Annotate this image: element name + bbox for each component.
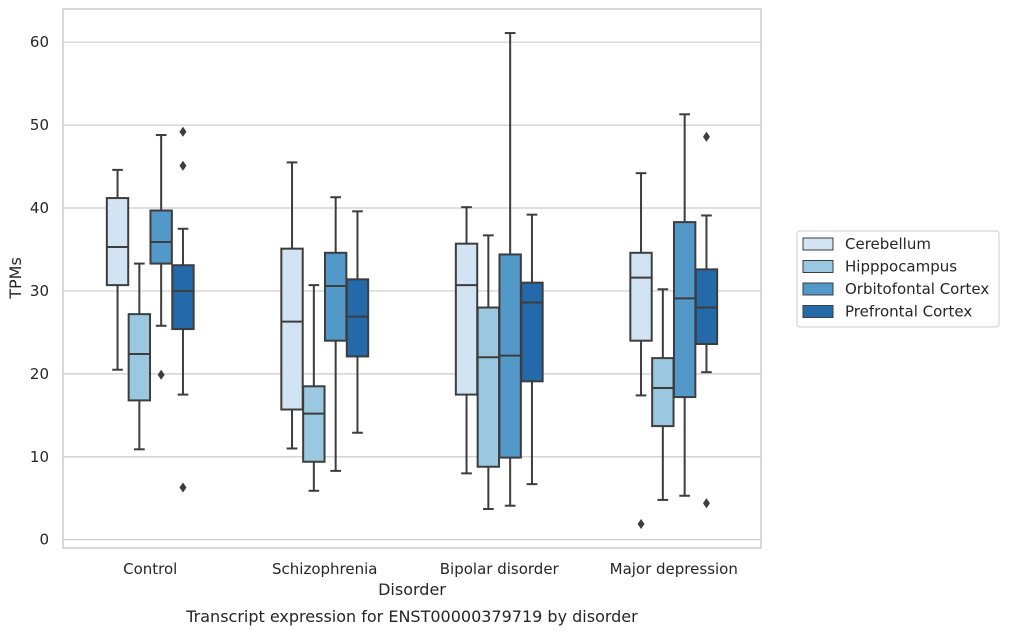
y-tick-label: 30	[30, 282, 49, 300]
box-iqr	[651, 357, 675, 428]
box-iqr	[127, 313, 152, 402]
x-tick-label: Schizophrenia	[272, 560, 377, 578]
legend-frame	[796, 230, 1000, 328]
box-prefrontal-cortex-major-depression	[694, 131, 719, 509]
box-orbitofontal-cortex-control	[149, 134, 173, 380]
boxes	[105, 32, 719, 529]
outlier-point	[702, 131, 710, 142]
box-iqr	[345, 278, 370, 358]
y-tick-label: 50	[30, 116, 49, 134]
legend-label: Hipppocampus	[845, 258, 957, 276]
y-tick-labels: 0 10 20 30 40 50 60	[30, 33, 49, 549]
legend: Cerebellum Hipppocampus Orbitofontal Corte…	[796, 230, 1000, 328]
y-tick-label: 20	[30, 365, 49, 383]
box-cerebellum-schizophrenia	[280, 161, 304, 450]
box-iqr	[520, 281, 544, 383]
x-tick-label: Major depression	[610, 560, 738, 578]
box-iqr	[629, 251, 653, 342]
box-hipppocampus-major-depression	[651, 288, 675, 501]
legend-swatch	[802, 305, 834, 318]
y-tick-label: 0	[39, 531, 49, 549]
box-iqr	[280, 247, 304, 411]
box-iqr	[105, 197, 130, 287]
y-axis-label: TPMs	[6, 257, 25, 300]
x-tick-label: Bipolar disorder	[440, 560, 560, 578]
legend-swatch	[802, 260, 834, 273]
box-orbitofontal-cortex-schizophrenia	[323, 196, 348, 472]
legend-label: Orbitofontal Cortex	[845, 280, 989, 298]
x-tick-labels: Control Schizophrenia Bipolar disorder Majo…	[123, 560, 738, 578]
box-hipppocampus-bipolar-disorder	[476, 234, 501, 511]
outlier-point	[179, 482, 187, 493]
box-iqr	[476, 306, 501, 468]
box-prefrontal-cortex-bipolar-disorder	[520, 213, 544, 486]
legend-swatch	[802, 282, 834, 296]
outlier-point	[179, 160, 187, 171]
box-orbitofontal-cortex-bipolar-disorder	[498, 32, 522, 507]
chart-caption: Transcript expression for ENST0000037971…	[185, 607, 638, 626]
legend-label: Cerebellum	[845, 235, 931, 253]
box-prefrontal-cortex-schizophrenia	[345, 210, 370, 434]
box-prefrontal-cortex-control	[171, 126, 195, 493]
y-tick-label: 60	[30, 33, 49, 51]
x-axis-label: Disorder	[378, 580, 446, 599]
x-tick-label: Control	[123, 560, 177, 578]
outlier-point	[179, 126, 187, 137]
box-cerebellum-major-depression	[629, 172, 653, 529]
legend-items: Cerebellum Hipppocampus Orbitofontal Corte…	[802, 235, 989, 321]
plot-area-frame	[62, 8, 762, 549]
outlier-point	[637, 518, 645, 529]
box-iqr	[672, 221, 697, 399]
y-tick-label: 40	[30, 199, 49, 217]
box-iqr	[149, 209, 173, 265]
box-hipppocampus-control	[127, 262, 152, 451]
box-iqr	[454, 242, 479, 396]
legend-swatch	[802, 237, 834, 251]
box-iqr	[302, 385, 326, 463]
outlier-point	[157, 369, 165, 380]
y-tick-label: 10	[30, 448, 49, 466]
outlier-point	[702, 498, 710, 509]
box-cerebellum-bipolar-disorder	[454, 206, 479, 475]
box-iqr	[323, 251, 348, 342]
box-orbitofontal-cortex-major-depression	[672, 113, 697, 497]
box-cerebellum-control	[105, 168, 130, 371]
box-hipppocampus-schizophrenia	[302, 284, 326, 492]
legend-label: Prefrontal Cortex	[845, 303, 972, 321]
grid-lines	[63, 41, 761, 541]
box-iqr	[171, 264, 195, 331]
